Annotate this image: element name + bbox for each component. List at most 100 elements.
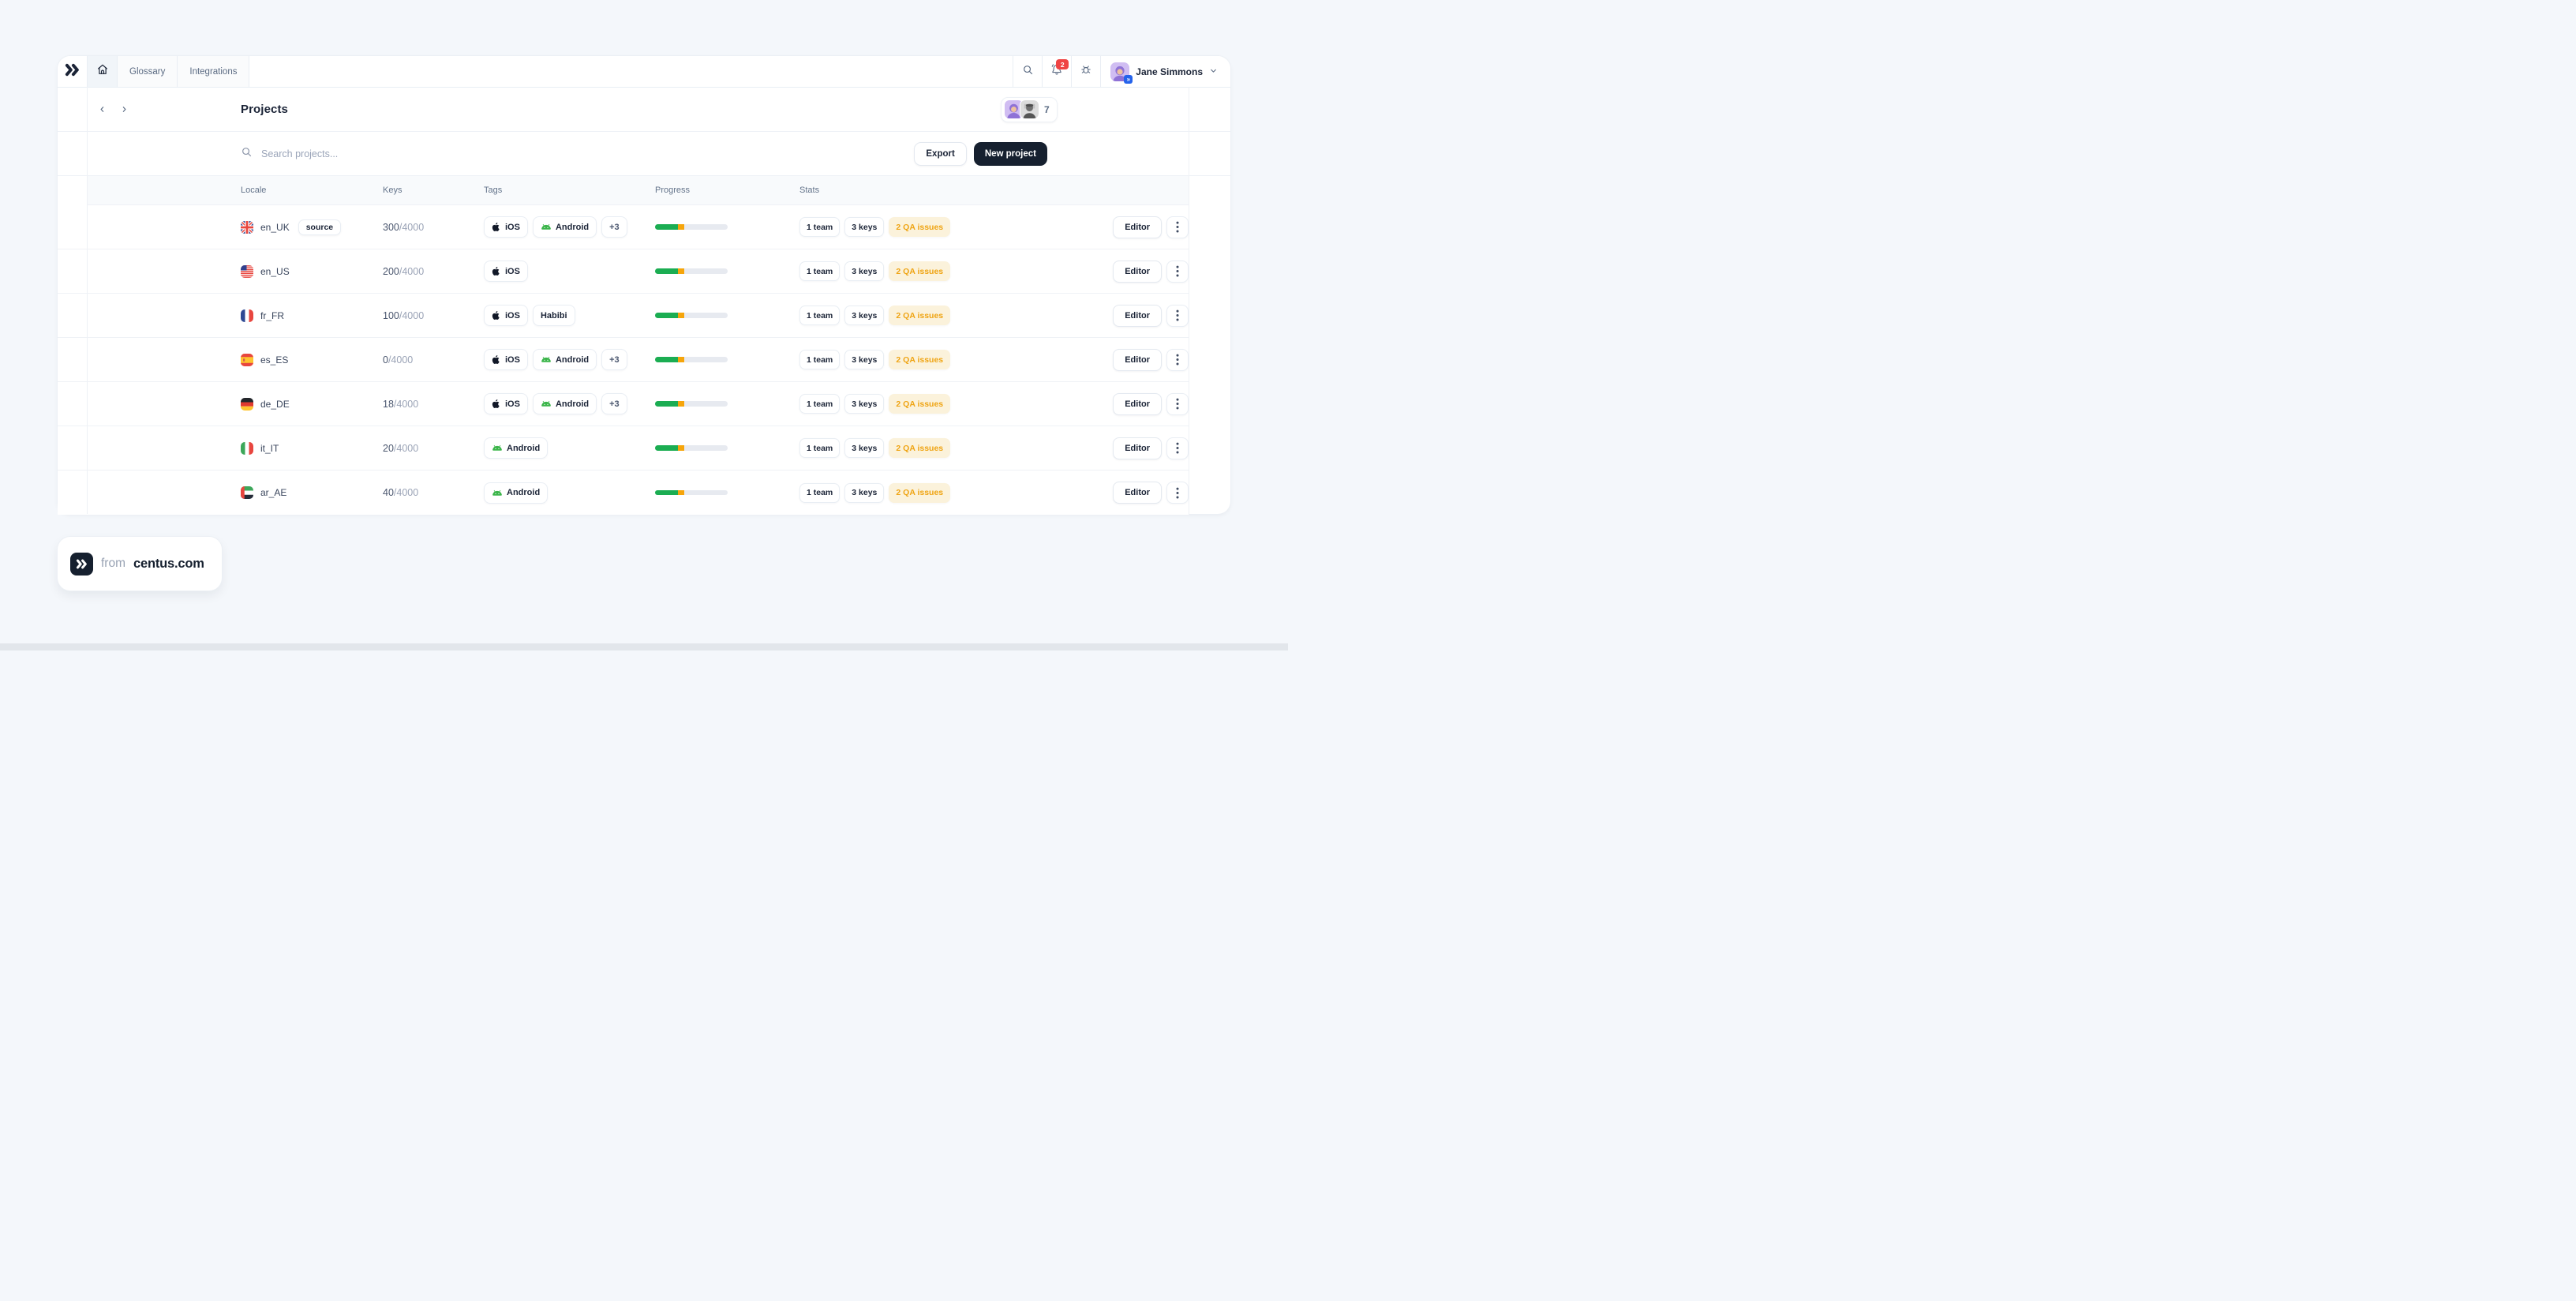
table-body: en_UK source 300/4000 iOS Android +3 1 team 3 k… <box>58 205 1230 515</box>
progress-cell <box>655 357 799 362</box>
progress-cell <box>655 224 799 230</box>
search-icon <box>1022 64 1034 80</box>
tab-integrations-label: Integrations <box>189 66 238 77</box>
table-row[interactable]: es_ES 0/4000 iOS Android +3 1 team 3 keys 2 QA … <box>58 338 1189 382</box>
back-button[interactable] <box>95 103 108 116</box>
android-icon <box>492 444 502 451</box>
keys-cell: 0/4000 <box>383 354 484 366</box>
locale-cell: ar_AE <box>241 486 383 499</box>
tab-integrations[interactable]: Integrations <box>178 56 250 87</box>
more-options-button[interactable] <box>1166 216 1189 238</box>
progress-in-review <box>678 401 684 407</box>
tags-cell: iOS Android +3 <box>484 349 655 370</box>
tag-pill: Android <box>484 482 549 504</box>
brand-mini-badge: » <box>1124 74 1133 84</box>
new-project-button[interactable]: New project <box>973 141 1047 166</box>
progress-cell <box>655 268 799 274</box>
progress-bar <box>655 313 728 318</box>
editor-button[interactable]: Editor <box>1113 304 1162 327</box>
table-row[interactable]: en_US 200/4000 iOS 1 team 3 keys 2 QA issues E… <box>58 249 1189 294</box>
page-header: Projects 7 <box>58 88 1230 132</box>
keys-done: 200 <box>383 265 399 277</box>
keys-done: 100 <box>383 309 399 321</box>
collaborators-pill[interactable]: 7 <box>1001 96 1058 122</box>
tag-label: iOS <box>505 354 520 365</box>
editor-button[interactable]: Editor <box>1113 482 1162 504</box>
stats-cell: 1 team 3 keys 2 QA issues <box>799 217 979 237</box>
locale-cell: es_ES <box>241 353 383 366</box>
table-row[interactable]: en_UK source 300/4000 iOS Android +3 1 team 3 k… <box>58 205 1189 249</box>
more-options-button[interactable] <box>1166 437 1189 459</box>
table-row[interactable]: it_IT 20/4000 Android 1 team 3 keys 2 QA issu… <box>58 426 1189 471</box>
keys-stat: 3 keys <box>844 482 885 503</box>
more-options-button[interactable] <box>1166 304 1189 327</box>
editor-button[interactable]: Editor <box>1113 348 1162 371</box>
editor-button[interactable]: Editor <box>1113 260 1162 283</box>
tags-cell: Android <box>484 437 655 459</box>
progress-cell <box>655 313 799 318</box>
tab-glossary[interactable]: Glossary <box>118 56 178 87</box>
search-button[interactable] <box>1013 56 1043 87</box>
progress-in-review <box>678 268 684 274</box>
more-options-button[interactable] <box>1166 260 1189 283</box>
team-stat: 1 team <box>799 482 841 503</box>
table-row[interactable]: ar_AE 40/4000 Android 1 team 3 keys 2 QA issu… <box>58 471 1189 515</box>
more-options-button[interactable] <box>1166 392 1189 415</box>
fr-flag-icon <box>241 309 253 322</box>
actions-cell: Editor <box>979 482 1189 504</box>
qa-issues-stat: 2 QA issues <box>889 482 951 503</box>
chevron-down-icon <box>1209 65 1218 79</box>
editor-button[interactable]: Editor <box>1113 216 1162 238</box>
column-header-locale: Locale <box>241 186 267 195</box>
editor-button[interactable]: Editor <box>1113 392 1162 415</box>
qa-issues-stat: 2 QA issues <box>889 394 951 414</box>
tag-pill: iOS <box>484 305 528 326</box>
user-name: Jane Simmons <box>1136 66 1203 77</box>
search-input[interactable] <box>260 147 515 160</box>
tag-pill: +3 <box>601 216 627 238</box>
chevron-left-icon <box>100 107 103 112</box>
more-options-button[interactable] <box>1166 482 1189 504</box>
locale-cell: fr_FR <box>241 309 383 322</box>
project-search <box>241 146 914 162</box>
us-flag-icon <box>241 264 253 278</box>
more-options-button[interactable] <box>1166 348 1189 371</box>
keys-cell: 200/4000 <box>383 266 484 277</box>
debug-button[interactable] <box>1071 56 1101 87</box>
notifications-button[interactable]: 2 <box>1042 56 1072 87</box>
tab-home[interactable] <box>88 56 118 87</box>
locale-label: it_IT <box>260 442 279 454</box>
actions-cell: Editor <box>979 437 1189 459</box>
tag-label: +3 <box>609 354 620 365</box>
editor-button[interactable]: Editor <box>1113 437 1162 459</box>
gb-flag-icon <box>241 220 253 234</box>
table-row[interactable]: fr_FR 100/4000 iOS Habibi 1 team 3 keys 2 QA i… <box>58 294 1189 338</box>
progress-in-review <box>678 445 684 451</box>
stats-cell: 1 team 3 keys 2 QA issues <box>799 394 979 414</box>
team-stat: 1 team <box>799 350 841 369</box>
keys-total: /4000 <box>399 265 425 277</box>
locale-cell: de_DE <box>241 397 383 411</box>
actions-cell: Editor <box>979 260 1189 283</box>
keys-done: 20 <box>383 442 394 454</box>
export-button[interactable]: Export <box>914 141 967 166</box>
app-logo[interactable] <box>58 56 88 87</box>
brand-logo <box>70 552 93 576</box>
attribution-brand: centus.com <box>133 556 204 571</box>
tag-label: +3 <box>609 399 620 409</box>
stats-cell: 1 team 3 keys 2 QA issues <box>799 350 979 369</box>
table-row[interactable]: de_DE 18/4000 iOS Android +3 1 team 3 keys 2 QA… <box>58 382 1189 426</box>
forward-button[interactable] <box>118 103 130 116</box>
home-icon <box>96 63 109 80</box>
tag-label: Android <box>555 354 590 365</box>
tag-pill: Android <box>532 393 597 414</box>
collaborator-avatars <box>1005 99 1039 119</box>
left-rail-divider <box>87 87 88 514</box>
attribution-badge[interactable]: from centus.com <box>58 537 222 591</box>
progress-in-review <box>678 489 684 496</box>
source-badge: source <box>298 219 342 235</box>
tag-pill: iOS <box>484 216 528 238</box>
user-menu[interactable]: » Jane Simmons <box>1100 56 1230 87</box>
actions-cell: Editor <box>979 216 1189 238</box>
locale-label: en_US <box>260 265 290 277</box>
